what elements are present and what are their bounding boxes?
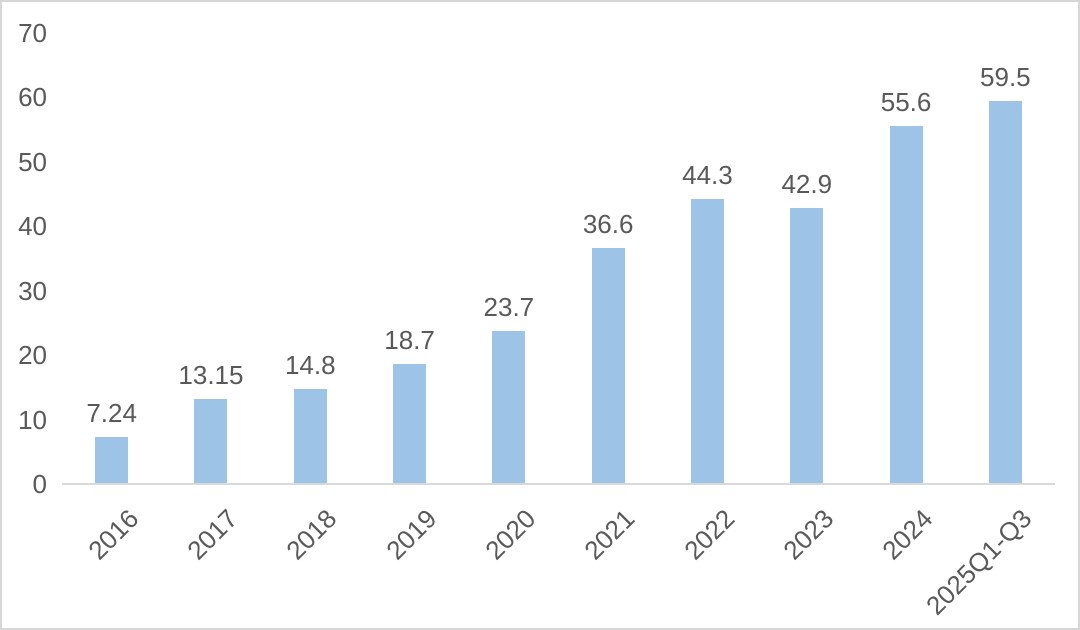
bar-2019 [393, 363, 427, 484]
bar-value-label-2025Q1-Q3: 59.5 [980, 61, 1031, 92]
bar-2025Q1-Q3 [988, 100, 1022, 484]
bar-2018 [293, 388, 327, 484]
bar-value-label-2016: 7.24 [86, 398, 137, 429]
bar-2021 [591, 248, 625, 484]
x-tick-label-2023: 2023 [777, 503, 840, 566]
x-tick-label-2022: 2022 [677, 503, 740, 566]
bar-2017 [194, 399, 228, 484]
y-tick-label-20: 20 [18, 340, 47, 371]
bar-2023 [790, 207, 824, 484]
x-axis-line [62, 483, 1055, 485]
bar-value-label-2022: 44.3 [682, 159, 733, 190]
bar-value-label-2021: 36.6 [582, 209, 634, 240]
x-tick-label-2017: 2017 [181, 503, 244, 566]
x-tick-label-2016: 2016 [82, 503, 145, 566]
bar-value-label-2018: 14.8 [284, 349, 336, 380]
x-tick-label-2018: 2018 [280, 503, 343, 566]
bar-2022 [690, 198, 724, 484]
y-tick-label-70: 70 [18, 18, 47, 48]
bar-2024 [889, 125, 923, 484]
y-tick-label-10: 10 [18, 404, 47, 435]
bar-value-label-2023: 42.9 [781, 168, 833, 199]
y-tick-label-30: 30 [18, 275, 47, 306]
x-tick-label-2020: 2020 [479, 503, 542, 566]
bar-value-label-2017: 13.15 [178, 360, 244, 391]
bar-value-label-2024: 55.6 [880, 86, 932, 117]
x-tick-label-2019: 2019 [379, 503, 443, 566]
bar-2016 [95, 437, 129, 484]
x-tick-label-2024: 2024 [876, 503, 939, 566]
bar-2020 [492, 331, 526, 484]
x-tick-label-2021: 2021 [578, 503, 641, 566]
x-tick-label-2025Q1-Q3: 2025Q1-Q3 [920, 503, 1038, 621]
y-tick-label-60: 60 [18, 82, 47, 113]
bar-value-label-2019: 18.7 [384, 324, 435, 355]
y-tick-label-50: 50 [18, 146, 47, 177]
bar-value-label-2020: 23.7 [483, 292, 535, 323]
y-tick-label-40: 40 [18, 211, 47, 242]
y-tick-label-0: 0 [32, 469, 47, 499]
